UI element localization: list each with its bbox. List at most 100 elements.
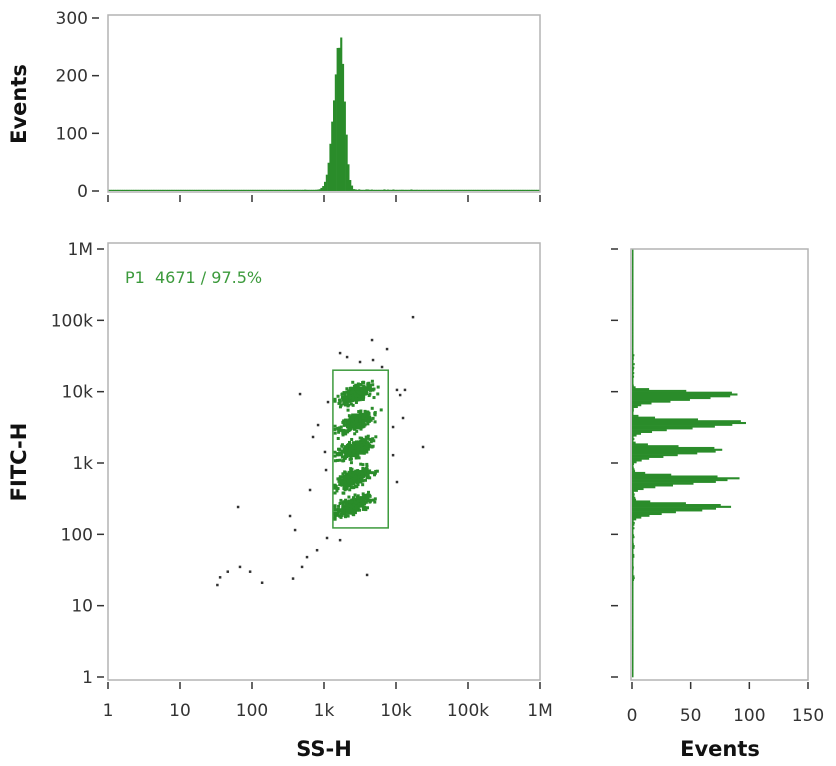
- histogram-bin: [345, 134, 348, 191]
- scatter-point-gated: [359, 500, 363, 504]
- histogram-bin: [632, 286, 634, 289]
- scatter-point-gated: [345, 430, 349, 434]
- scatter-point-gated: [365, 411, 369, 415]
- histogram-bin: [511, 189, 514, 191]
- scatter-point-gated: [343, 403, 347, 407]
- histogram-bin: [632, 666, 634, 669]
- histogram-bin: [632, 316, 634, 319]
- histogram-bin: [632, 439, 634, 442]
- scatter-point-gated: [348, 457, 352, 461]
- scatter-point-gated: [369, 440, 373, 444]
- scatter-point-gated: [341, 429, 345, 433]
- scatter-point-gated: [366, 474, 370, 478]
- scatter-point-gated: [339, 512, 343, 516]
- scatter-point-outlier: [370, 338, 374, 342]
- histogram-bin: [446, 189, 449, 191]
- histogram-bin: [108, 189, 111, 191]
- gate-p1-rectangle[interactable]: [332, 369, 389, 529]
- histogram-bin: [632, 507, 717, 510]
- scatter-point-gated: [350, 420, 354, 424]
- histogram-bin: [336, 47, 339, 192]
- scatter-point-gated: [359, 409, 363, 413]
- histogram-bin: [169, 189, 172, 191]
- histogram-bin: [241, 189, 244, 191]
- scatter-point-gated: [341, 431, 345, 435]
- scatter-point-outlier: [395, 480, 399, 484]
- histogram-bin: [632, 281, 634, 284]
- histogram-bin: [632, 671, 634, 674]
- histogram-bin: [502, 189, 505, 191]
- histogram-bin: [632, 578, 635, 581]
- scatter-point-gated: [354, 470, 358, 474]
- scatter-point-gated: [333, 504, 337, 508]
- scatter-point-gated: [358, 436, 362, 440]
- y-tick-label: 0: [77, 182, 88, 202]
- histogram-bin: [632, 348, 634, 351]
- scatter-point-gated: [357, 442, 361, 446]
- histogram-bin: [307, 189, 310, 191]
- scatter-point-gated: [356, 383, 360, 387]
- scatter-point-outlier: [398, 393, 402, 397]
- histogram-bin: [632, 514, 650, 517]
- histogram-bin: [632, 302, 634, 305]
- histogram-bin: [632, 607, 634, 610]
- scatter-point-gated: [349, 507, 353, 511]
- scatter-point-gated: [354, 443, 358, 447]
- histogram-bin: [632, 537, 634, 540]
- histogram-bin: [275, 189, 278, 191]
- histogram-bin: [632, 477, 740, 480]
- scatter-point-gated: [349, 505, 353, 509]
- scatter-point-gated: [338, 448, 342, 452]
- histogram-bin: [135, 189, 138, 191]
- histogram-bin: [632, 291, 634, 294]
- scatter-point-gated: [358, 471, 362, 475]
- scatter-point-gated: [363, 505, 367, 509]
- scatter-point-gated: [356, 448, 360, 452]
- histogram-bin: [237, 189, 240, 191]
- histogram-bin: [632, 584, 634, 587]
- scatter-point-gated: [350, 437, 354, 441]
- histogram-bin: [632, 575, 635, 578]
- scatter-point-gated: [362, 495, 366, 499]
- scatter-point-gated: [342, 457, 346, 461]
- histogram-bin: [632, 470, 636, 473]
- scatter-point-gated: [356, 413, 360, 417]
- scatter-point-gated: [376, 385, 380, 389]
- scatter-point-gated: [351, 417, 355, 421]
- histogram-bin: [632, 420, 741, 423]
- histogram-bin: [632, 298, 634, 302]
- right-histogram-y-ticks: [611, 248, 618, 678]
- scatter-point-gated: [333, 399, 337, 403]
- scatter-point-gated: [343, 446, 347, 450]
- histogram-bin: [632, 425, 715, 428]
- histogram-bin: [405, 189, 408, 191]
- histogram-bin: [444, 189, 447, 191]
- histogram-bin: [632, 398, 690, 401]
- histogram-bin: [632, 662, 634, 665]
- scatter-point-gated: [333, 486, 337, 490]
- scatter-point-outlier: [248, 570, 252, 573]
- histogram-bin: [632, 402, 652, 405]
- scatter-point-gated: [360, 478, 364, 482]
- scatter-point-gated: [376, 392, 380, 396]
- scatter-point-gated: [363, 409, 367, 413]
- histogram-bin: [632, 306, 634, 309]
- histogram-bin: [632, 357, 634, 360]
- x-tick-label: 1k: [314, 701, 335, 721]
- histogram-bin: [424, 189, 427, 191]
- scatter-point-gated: [361, 502, 365, 506]
- scatter-point-gated: [333, 397, 337, 401]
- histogram-bin: [163, 189, 166, 191]
- histogram-bin: [534, 189, 537, 191]
- histogram-bin: [370, 189, 373, 191]
- histogram-bin: [514, 189, 517, 191]
- histogram-bin: [406, 189, 409, 191]
- histogram-bin: [632, 536, 635, 539]
- scatter-point-gated: [365, 464, 369, 468]
- histogram-bin: [201, 189, 204, 191]
- histogram-bin: [338, 47, 341, 191]
- x-tick-label: 1: [103, 701, 114, 721]
- histogram-bin: [632, 279, 634, 282]
- histogram-bin: [311, 189, 314, 191]
- scatter-point-gated: [343, 393, 347, 397]
